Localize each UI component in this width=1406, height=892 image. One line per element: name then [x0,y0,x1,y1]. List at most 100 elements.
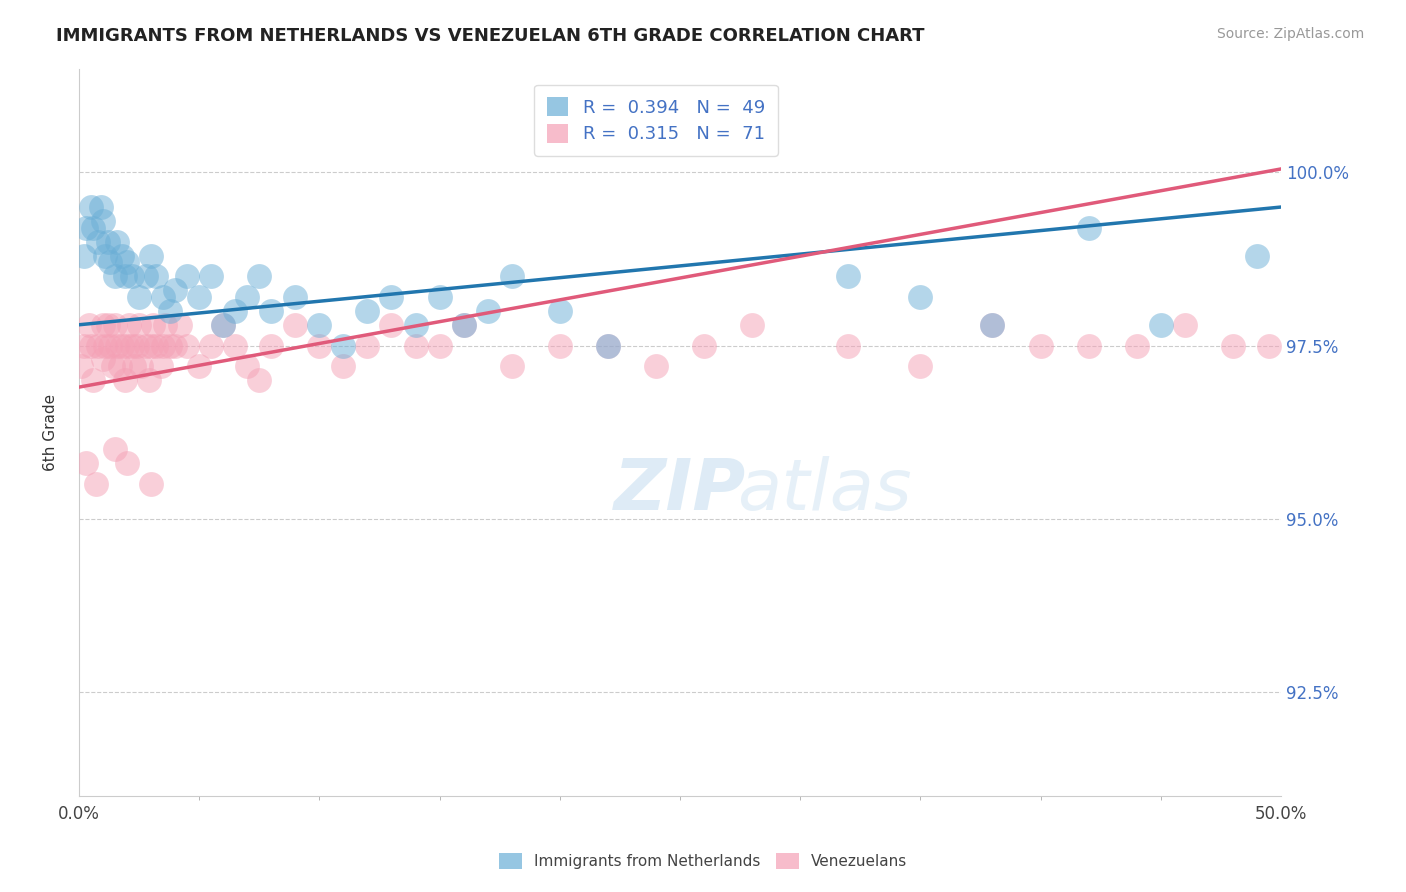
Point [165,283,187,297]
Point [121,269,143,284]
Point [104,318,127,332]
Point [77,318,100,332]
Point [98,338,121,352]
Point [139,477,162,491]
Text: IMMIGRANTS FROM NETHERLANDS VS VENEZUELAN 6TH GRADE CORRELATION CHART: IMMIGRANTS FROM NETHERLANDS VS VENEZUELA… [56,27,925,45]
Point [131,359,153,374]
Point [91,214,114,228]
Point [73,248,96,262]
Point [308,318,330,332]
Point [548,304,571,318]
Point [104,269,127,284]
Point [224,304,246,318]
Point [200,269,222,284]
Point [169,318,191,332]
Text: atlas: atlas [737,456,911,524]
Point [176,269,198,284]
Point [247,269,270,284]
Point [111,248,134,262]
Point [128,290,150,304]
Point [453,318,475,332]
Point [91,352,114,367]
Point [152,290,174,304]
Point [149,359,172,374]
Point [97,235,120,249]
Point [596,338,619,352]
Point [139,248,162,262]
Point [138,373,160,387]
Point [212,318,235,332]
Point [115,338,138,352]
Point [356,304,378,318]
Point [308,338,330,352]
Point [1222,338,1244,352]
Point [501,269,523,284]
Point [260,338,283,352]
Point [1150,318,1173,332]
Point [284,318,307,332]
Point [284,290,307,304]
Point [910,290,932,304]
Point [97,318,120,332]
Point [91,318,114,332]
Point [1258,338,1281,352]
Point [159,338,181,352]
Point [98,255,121,269]
Point [332,338,354,352]
Point [741,318,763,332]
Point [429,338,451,352]
Point [165,338,187,352]
Point [80,200,103,214]
Point [108,359,131,374]
Point [332,359,354,374]
Point [75,456,97,470]
Legend: Immigrants from Netherlands, Venezuelans: Immigrants from Netherlands, Venezuelans [492,847,914,875]
Point [101,359,124,374]
Point [145,338,167,352]
Point [188,290,211,304]
Point [142,318,165,332]
Point [82,220,104,235]
Point [188,359,211,374]
Point [247,373,270,387]
Point [1077,338,1099,352]
Point [94,338,117,352]
Point [981,318,1004,332]
Point [1246,248,1268,262]
Point [477,304,499,318]
Point [94,248,117,262]
Point [837,338,859,352]
Point [453,318,475,332]
Point [1029,338,1052,352]
Point [122,359,145,374]
Point [405,338,427,352]
Point [236,290,259,304]
Point [380,318,402,332]
Point [501,359,523,374]
Point [159,304,181,318]
Point [200,338,222,352]
Point [356,338,378,352]
Point [70,359,93,374]
Point [405,318,427,332]
Point [645,359,668,374]
Point [82,373,104,387]
Point [837,269,859,284]
Point [107,338,129,352]
Point [114,373,136,387]
Point [1174,318,1197,332]
Point [910,359,932,374]
Point [128,318,150,332]
Point [104,442,127,457]
Point [1125,338,1147,352]
Point [260,304,283,318]
Legend: R =  0.394   N =  49, R =  0.315   N =  71: R = 0.394 N = 49, R = 0.315 N = 71 [534,85,778,156]
Point [139,338,162,352]
Point [693,338,716,352]
Point [75,220,97,235]
Point [121,338,143,352]
Point [111,338,134,352]
Text: Source: ZipAtlas.com: Source: ZipAtlas.com [1216,27,1364,41]
Point [155,318,177,332]
Point [236,359,259,374]
